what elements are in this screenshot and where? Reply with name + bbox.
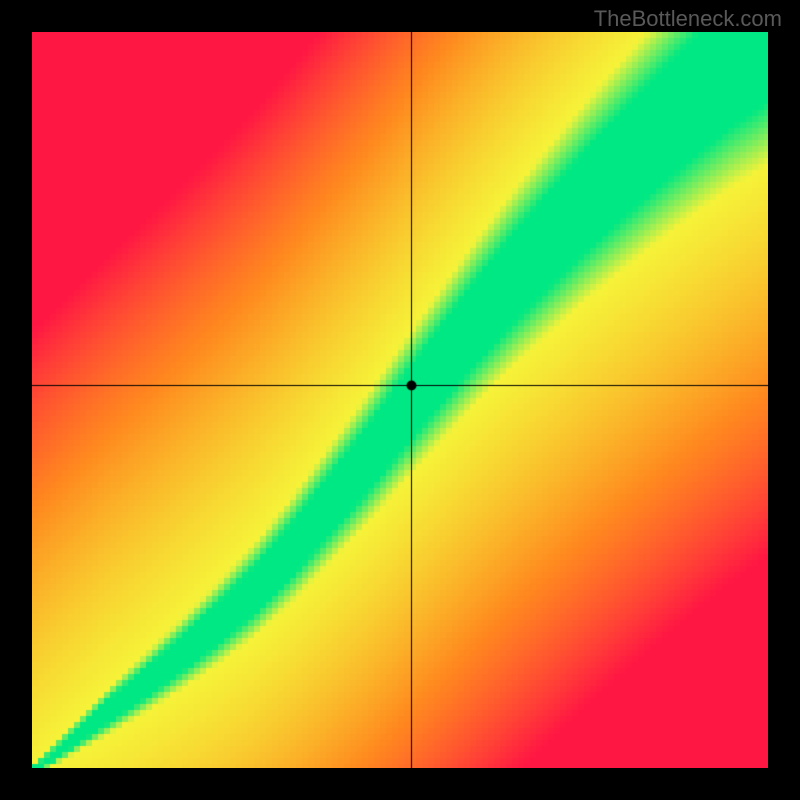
watermark-text: TheBottleneck.com: [594, 6, 782, 32]
bottleneck-heatmap: [32, 32, 768, 768]
